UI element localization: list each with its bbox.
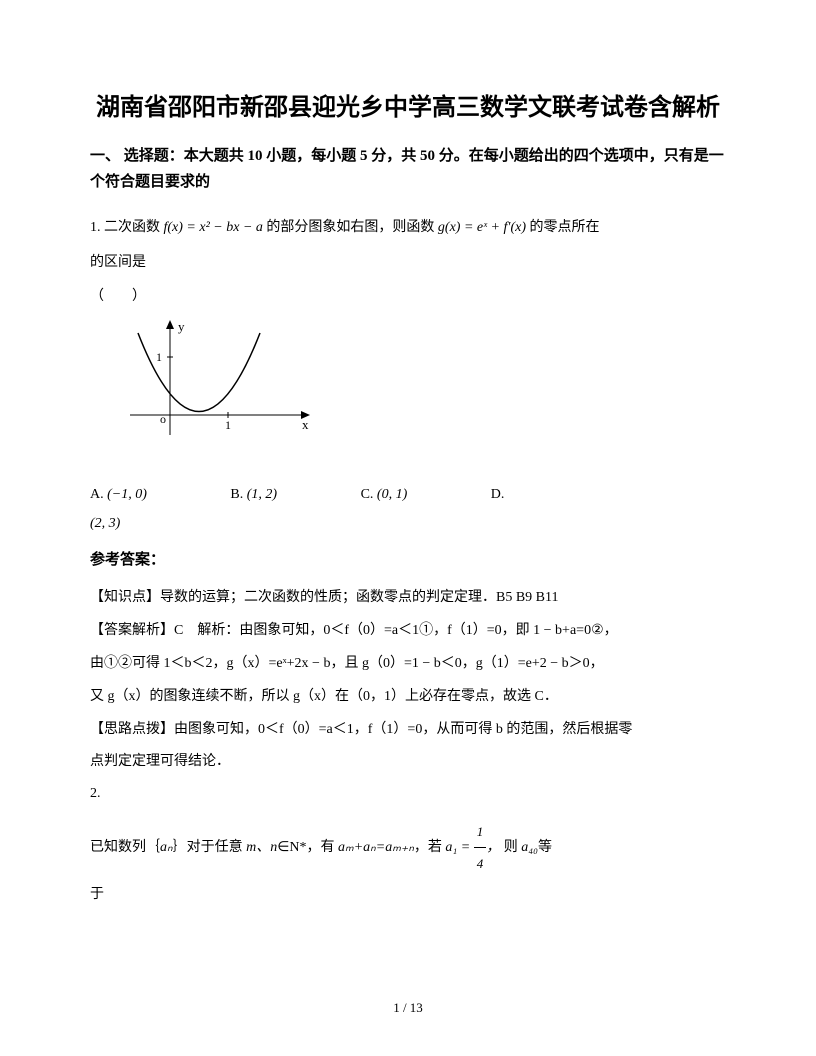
q1-mid1: 的部分图象如右图，则函数 (266, 220, 438, 235)
q2-number: 2. (90, 786, 726, 802)
x-axis-label: x (302, 417, 309, 432)
y-tick-1: 1 (156, 350, 162, 364)
analysis-l1: 【知识点】导数的运算；二次函数的性质；函数零点的判定定理．B5 B9 B11 (90, 583, 726, 614)
page-title: 湖南省邵阳市新邵县迎光乡中学高三数学文联考试卷含解析 (90, 90, 726, 126)
analysis-l4: 又 g（x）的图象连续不断，所以 g（x）在（0，1）上必存在零点，故选 C． (90, 682, 726, 713)
q1-line2: 的区间是 (90, 248, 726, 279)
q2-line2: 于 (90, 880, 726, 911)
analysis-l6: 点判定定理可得结论． (90, 747, 726, 778)
q1-options-row: A. (−1, 0) B. (1, 2) C. (0, 1) D. (90, 480, 726, 511)
x-tick-1: 1 (225, 418, 231, 432)
answer-header: 参考答案： (90, 548, 726, 569)
y-axis-label: y (178, 319, 185, 334)
section-header: 一、 选择题：本大题共 10 小题，每小题 5 分，共 50 分。在每小题给出的… (90, 144, 726, 195)
option-b-label: B. (230, 487, 243, 502)
q2-mid2: ∈N*，有 (277, 840, 338, 855)
q2-mid5: 等 (538, 840, 552, 855)
q1-prefix: 1. 二次函数 (90, 220, 160, 235)
q2-frac-den: 4 (474, 848, 487, 879)
q2-a1-eq: a₁ = 14， (445, 840, 503, 855)
q2-a1-lhs: a₁ = (445, 840, 473, 855)
analysis-l5: 【思路点拨】由图象可知，0＜f（0）=a＜1，f（1）=0，从而可得 b 的范围… (90, 715, 726, 746)
q2-a40: a₄₀ (521, 840, 538, 855)
analysis-l2: 【答案解析】C 解析：由图象可知，0＜f（0）=a＜1①，f（1）=0，即 1 … (90, 616, 726, 647)
q2-frac: 14 (474, 816, 487, 879)
q1-graph: y x o 1 1 (120, 315, 726, 460)
option-d-label: D. (491, 487, 505, 502)
analysis-l3: 由①②可得 1＜b＜2，g（x）=eˣ+2x − b，且 g（0）=1 − b＜… (90, 649, 726, 680)
q2-line1: 已知数列｛aₙ｝对于任意 m、n∈N*，有 aₘ+aₙ=aₘ₊ₙ，若 a₁ = … (90, 816, 726, 879)
q1-func1: f(x) = x² − bx − a (164, 220, 263, 235)
q2-mid1: ｝对于任意 (173, 840, 247, 855)
option-b: B. (1, 2) (230, 480, 277, 511)
option-d: D. (491, 480, 505, 511)
q2-mid3: ，若 (414, 840, 446, 855)
option-c-val: (0, 1) (377, 487, 407, 502)
parabola-graph-svg: y x o 1 1 (120, 315, 320, 455)
q2-comma: ， (486, 840, 500, 855)
option-c: C. (0, 1) (361, 480, 408, 511)
q1-line1: 1. 二次函数 f(x) = x² − bx − a 的部分图象如右图，则函数 … (90, 213, 726, 244)
q2-mn: m、n (246, 840, 277, 855)
q2-mid4: 则 (504, 840, 522, 855)
origin-label: o (160, 412, 166, 426)
option-a: A. (−1, 0) (90, 480, 147, 511)
q1-func2: g(x) = eˣ + f′(x) (438, 220, 526, 235)
page-footer: 1 / 13 (0, 1000, 816, 1016)
q2-prefix: 已知数列｛ (90, 840, 160, 855)
q2-frac-num: 1 (474, 816, 487, 848)
option-d-val-line: (2, 3) (90, 516, 726, 532)
q2-an: aₙ (160, 840, 173, 855)
option-a-val: (−1, 0) (107, 487, 147, 502)
q2-formula: aₘ+aₙ=aₘ₊ₙ (338, 840, 414, 855)
q1-paren: （ ） (90, 285, 726, 305)
option-c-label: C. (361, 487, 374, 502)
option-b-val: (1, 2) (247, 487, 277, 502)
option-a-label: A. (90, 487, 104, 502)
q1-mid2: 的零点所在 (530, 220, 600, 235)
option-d-val: (2, 3) (90, 516, 120, 531)
